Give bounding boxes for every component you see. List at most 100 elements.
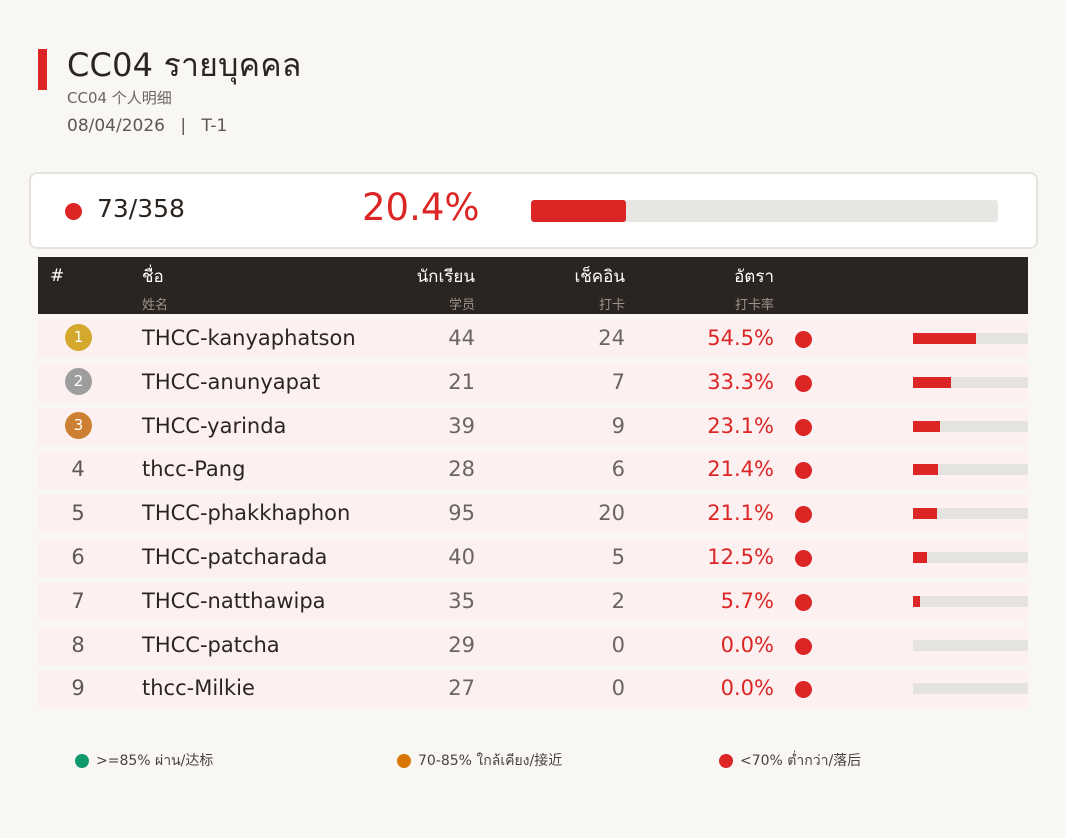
table-row: 5 THCC-phakkhaphon 95 20 21.1% — [38, 495, 1028, 534]
header-checkin: เช็คอิน 打卡 — [574, 263, 625, 313]
summary-count: 73/358 — [97, 194, 185, 223]
table-row: 2 THCC-anunyapat 21 7 33.3% — [38, 363, 1028, 402]
legend-color-dot — [75, 754, 89, 768]
status-dot — [795, 549, 812, 567]
checkin-count: 0 — [611, 632, 625, 657]
legend-label: >=85% ผ่าน/达标 — [96, 753, 214, 769]
students-count: 21 — [448, 369, 475, 394]
legend-color-dot — [719, 754, 733, 768]
page-subtitle: CC04 个人明细 — [67, 89, 172, 107]
table-row: 4 thcc-Pang 28 6 21.4% — [38, 451, 1028, 490]
rank-medal-silver: 2 — [65, 367, 92, 395]
member-name: THCC-anunyapat — [142, 369, 321, 394]
date-separator: | — [180, 116, 187, 136]
table-row: 6 THCC-patcharada 40 5 12.5% — [38, 538, 1028, 577]
legend-label: <70% ต่ำกว่า/落后 — [740, 753, 862, 769]
page-title: CC04 รายบุคคล — [67, 46, 302, 84]
rate-bar-fill — [913, 376, 952, 388]
checkin-count: 2 — [611, 588, 625, 613]
students-count: 40 — [448, 544, 475, 569]
rank-number: 5 — [71, 501, 85, 526]
rate-bar — [913, 333, 1028, 344]
member-name: thcc-Milkie — [142, 676, 255, 701]
rate-bar — [913, 639, 1028, 651]
rate-bar-fill — [913, 508, 938, 520]
header-rate: อัตรา 打卡率 — [734, 263, 774, 313]
rank-number: 9 — [71, 676, 85, 701]
table-row: 7 THCC-natthawipa 35 2 5.7% — [38, 582, 1028, 621]
students-count: 44 — [448, 326, 475, 350]
status-dot — [795, 374, 812, 392]
checkin-count: 0 — [611, 676, 625, 701]
summary-card: 73/358 20.4% — [29, 172, 1038, 249]
rate-bar — [913, 464, 1028, 476]
summary-percent: 20.4% — [362, 186, 480, 229]
header-students: นักเรียน 学员 — [417, 263, 475, 313]
rate-bar-fill — [913, 333, 976, 344]
header-checkin-sublabel: 打卡 — [598, 298, 625, 313]
checkin-rate: 0.0% — [720, 676, 774, 701]
checkin-count: 20 — [598, 501, 625, 526]
member-name: THCC-phakkhaphon — [142, 501, 351, 526]
rate-bar-fill — [913, 595, 920, 607]
legend-color-dot — [397, 754, 411, 768]
status-dot — [795, 331, 812, 348]
checkin-rate: 21.4% — [707, 457, 774, 482]
summary-progress-bar — [531, 200, 998, 222]
rank-number: 7 — [71, 588, 85, 613]
report-date: 08/04/2026 — [67, 116, 165, 136]
students-count: 28 — [448, 457, 475, 482]
status-dot — [795, 418, 812, 436]
checkin-count: 6 — [611, 457, 625, 482]
checkin-rate: 12.5% — [707, 544, 774, 569]
member-name: THCC-natthawipa — [142, 588, 326, 613]
header-students-label: นักเรียน — [416, 267, 475, 287]
member-name: thcc-Pang — [142, 457, 246, 482]
header-name: ชื่อ 姓名 — [142, 263, 168, 313]
checkin-rate: 5.7% — [720, 588, 774, 613]
rate-bar — [913, 376, 1028, 388]
rate-bar — [913, 595, 1028, 607]
rate-bar-fill — [913, 420, 940, 432]
status-dot — [795, 506, 812, 524]
header-rank: # — [50, 266, 64, 286]
status-dot — [795, 637, 812, 655]
header-rank-label: # — [50, 266, 65, 286]
legend-item: <70% ต่ำกว่า/落后 — [719, 750, 861, 772]
checkin-rate: 54.5% — [707, 326, 774, 350]
legend-item: >=85% ผ่าน/达标 — [75, 750, 213, 772]
header-rate-label: อัตรา — [734, 267, 774, 287]
rank-number: 8 — [71, 632, 85, 657]
title-accent-bar — [38, 49, 47, 90]
students-count: 39 — [448, 413, 475, 438]
header-students-sublabel: 学员 — [448, 298, 475, 313]
summary-progress-fill — [531, 200, 627, 222]
member-name: THCC-patcharada — [142, 544, 328, 569]
status-dot — [795, 462, 812, 480]
table-row: 8 THCC-patcha 29 0 0.0% — [38, 626, 1028, 665]
legend-label: 70-85% ใกล้เคียง/接近 — [418, 753, 563, 769]
checkin-rate: 33.3% — [707, 369, 774, 394]
students-count: 29 — [448, 632, 475, 657]
rate-bar — [913, 551, 1028, 563]
member-name: THCC-patcha — [142, 632, 280, 657]
checkin-count: 24 — [598, 326, 625, 350]
checkin-count: 5 — [611, 544, 625, 569]
checkin-rate: 0.0% — [720, 632, 774, 657]
students-count: 35 — [448, 588, 475, 613]
date-line: 08/04/2026 | T-1 — [67, 116, 227, 136]
checkin-count: 7 — [611, 369, 625, 394]
header-checkin-label: เช็คอิน — [574, 267, 625, 287]
member-name: THCC-kanyaphatson — [142, 326, 356, 350]
status-dot — [795, 593, 812, 611]
header-name-sublabel: 姓名 — [142, 298, 169, 313]
summary-status-dot — [65, 203, 82, 220]
table-row: 3 THCC-yarinda 39 9 23.1% — [38, 407, 1028, 446]
table-header: # ชื่อ 姓名 นักเรียน 学员 เช็คอิน 打卡 อัตรา 打… — [38, 257, 1028, 314]
rate-bar-fill — [913, 464, 938, 476]
table-body: 1 THCC-kanyaphatson 44 24 54.5% 2 THCC-anunyap… — [38, 320, 1028, 709]
header-rate-sublabel: 打卡率 — [734, 298, 774, 313]
report-period: T-1 — [201, 116, 228, 136]
rank-medal-gold: 1 — [65, 324, 92, 351]
rank-medal-bronze: 3 — [65, 411, 92, 439]
